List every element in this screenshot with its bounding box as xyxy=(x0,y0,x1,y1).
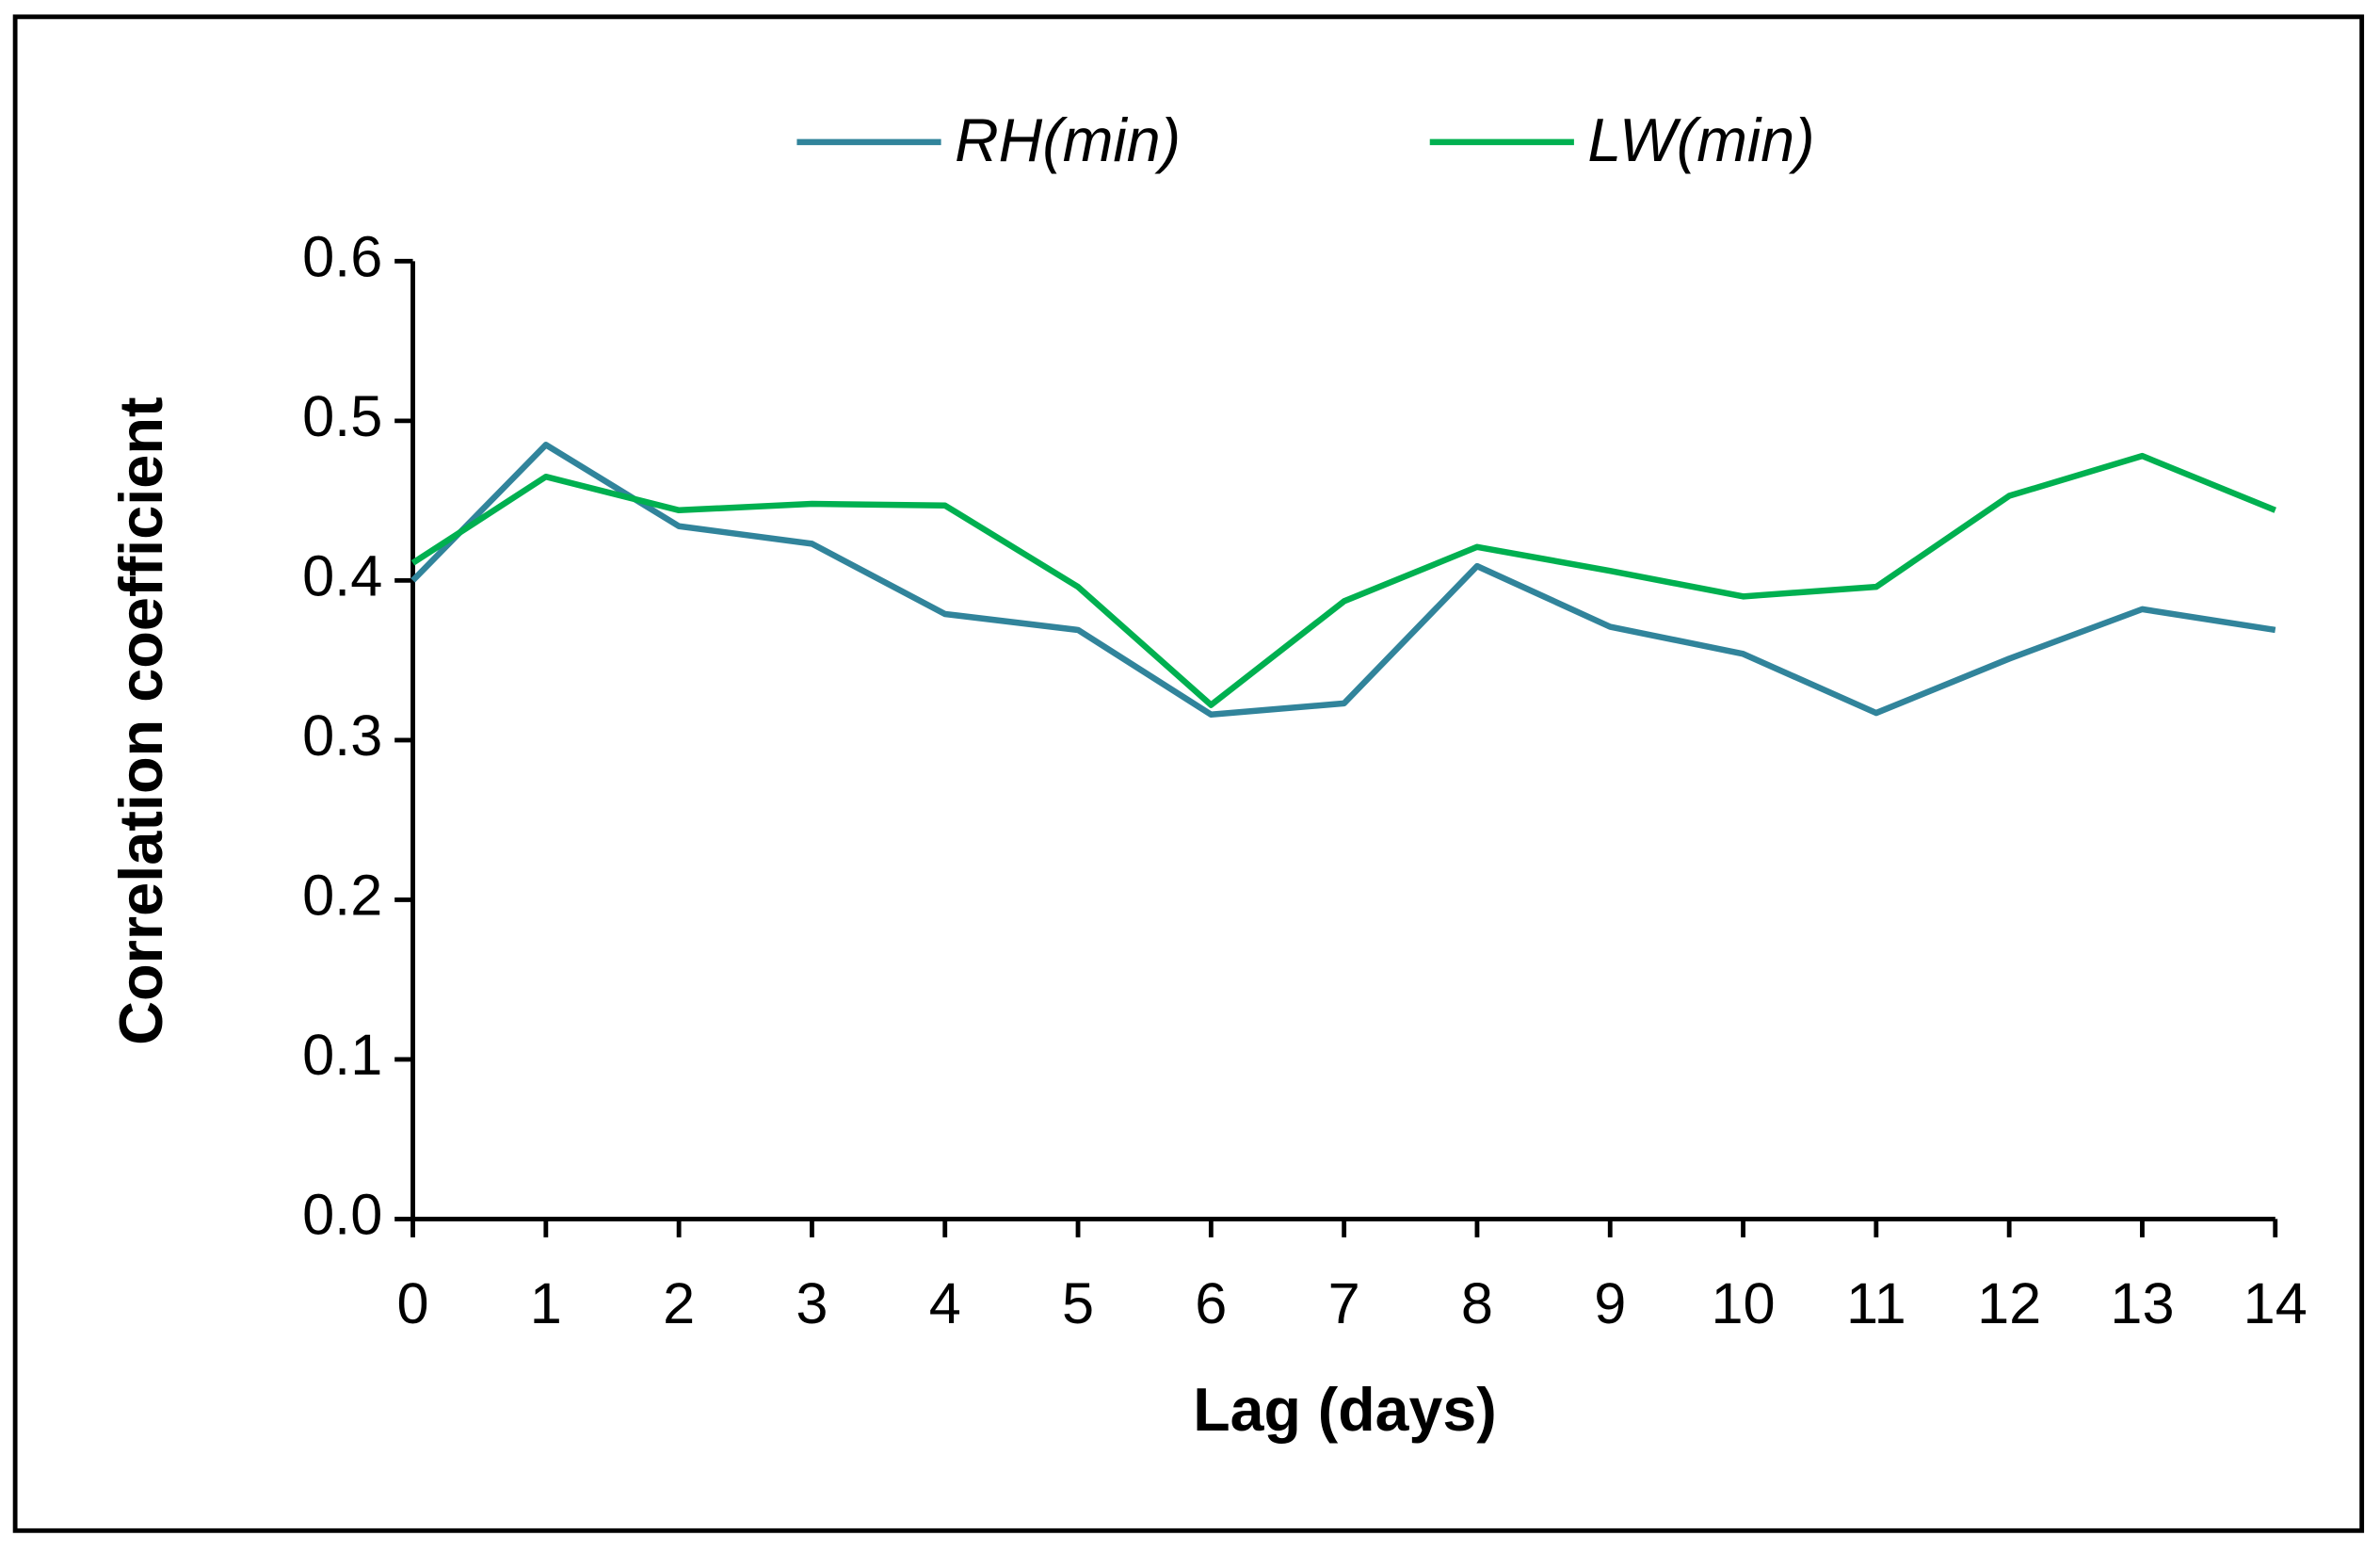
data-line xyxy=(410,452,2276,708)
x-tick-label: 9 xyxy=(1594,1271,1626,1336)
x-tick-label: 13 xyxy=(2110,1271,2174,1336)
legend-label: LW(min) xyxy=(1587,105,1814,174)
x-tick-label: 0 xyxy=(396,1271,428,1336)
x-tick-label: 14 xyxy=(2243,1271,2308,1336)
y-tick-label: 0.3 xyxy=(302,703,382,768)
y-tick-label: 0.6 xyxy=(302,224,382,289)
x-axis-title: Lag (days) xyxy=(1193,1375,1496,1444)
frame xyxy=(12,14,2365,1533)
data-line xyxy=(410,442,2276,719)
x-tick-label: 7 xyxy=(1328,1271,1360,1336)
legend-label: RH(min) xyxy=(955,105,1181,174)
x-tick-label: 3 xyxy=(796,1271,828,1336)
x-tick-label: 4 xyxy=(929,1271,961,1336)
x-tick-label: 6 xyxy=(1195,1271,1227,1336)
y-axis-title: Correlation coefficient xyxy=(106,396,175,1044)
y-tick-label: 0.0 xyxy=(302,1183,382,1248)
y-tick-label: 0.4 xyxy=(302,543,382,608)
x-tick-label: 5 xyxy=(1062,1271,1094,1336)
y-tick-label: 0.1 xyxy=(302,1023,382,1088)
x-tick-label: 10 xyxy=(1711,1271,1775,1336)
x-tick-label: 11 xyxy=(1846,1271,1906,1336)
x-tick-label: 1 xyxy=(530,1271,562,1336)
y-tick-label: 0.2 xyxy=(302,864,382,929)
x-tick-label: 12 xyxy=(1977,1271,2041,1336)
y-tick-label: 0.5 xyxy=(302,384,382,449)
x-tick-label: 8 xyxy=(1461,1271,1493,1336)
x-tick-label: 2 xyxy=(663,1271,695,1336)
